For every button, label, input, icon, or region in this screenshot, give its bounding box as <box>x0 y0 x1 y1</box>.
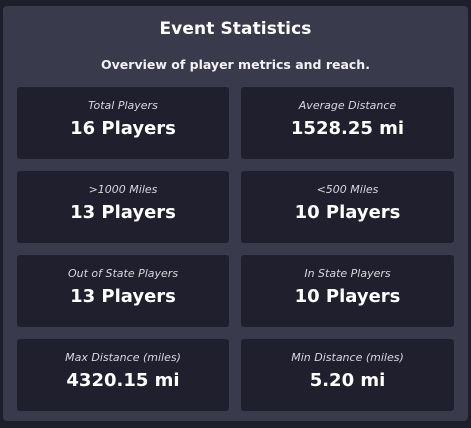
stat-label: <500 Miles <box>241 183 454 196</box>
stat-value: 10 Players <box>241 286 454 307</box>
stat-card-over-1000-miles: >1000 Miles 13 Players <box>17 171 229 243</box>
stat-card-under-500-miles: <500 Miles 10 Players <box>241 171 454 243</box>
event-statistics-panel: Event Statistics Overview of player metr… <box>3 6 468 421</box>
stat-value: 10 Players <box>241 202 454 223</box>
stat-value: 5.20 mi <box>241 370 454 391</box>
stat-label: In State Players <box>241 267 454 280</box>
stat-card-min-distance: Min Distance (miles) 5.20 mi <box>241 339 454 411</box>
stat-label: Max Distance (miles) <box>17 351 229 364</box>
stat-card-average-distance: Average Distance 1528.25 mi <box>241 87 454 159</box>
stat-label: >1000 Miles <box>17 183 229 196</box>
stat-value: 4320.15 mi <box>17 370 229 391</box>
stat-label: Min Distance (miles) <box>241 351 454 364</box>
stat-value: 13 Players <box>17 286 229 307</box>
stat-label: Average Distance <box>241 99 454 112</box>
stat-card-out-of-state-players: Out of State Players 13 Players <box>17 255 229 327</box>
stat-value: 1528.25 mi <box>241 118 454 139</box>
panel-title: Event Statistics <box>3 19 468 39</box>
stat-value: 16 Players <box>17 118 229 139</box>
stat-card-max-distance: Max Distance (miles) 4320.15 mi <box>17 339 229 411</box>
stat-label: Total Players <box>17 99 229 112</box>
stat-label: Out of State Players <box>17 267 229 280</box>
stat-card-total-players: Total Players 16 Players <box>17 87 229 159</box>
stats-grid: Total Players 16 Players Average Distanc… <box>17 87 454 411</box>
stat-value: 13 Players <box>17 202 229 223</box>
stat-card-in-state-players: In State Players 10 Players <box>241 255 454 327</box>
panel-subtitle: Overview of player metrics and reach. <box>3 57 468 72</box>
